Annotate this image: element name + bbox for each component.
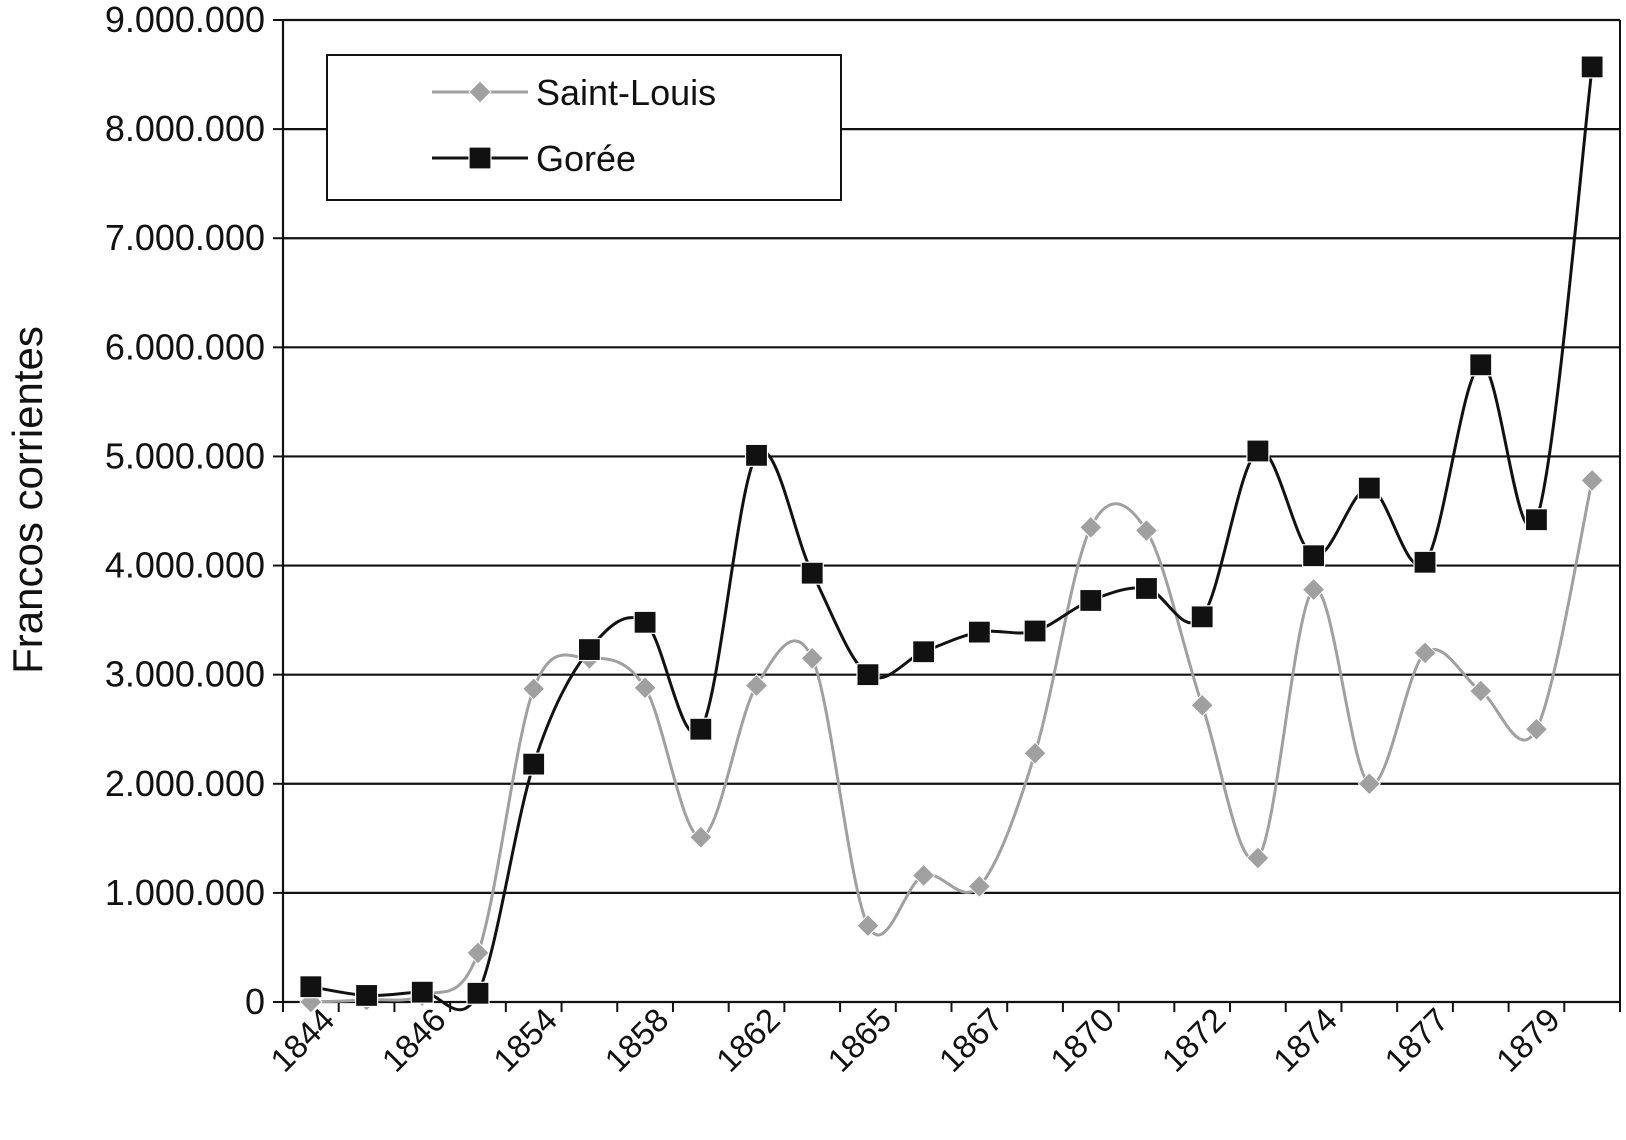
series-saint-louis (299, 468, 1604, 1014)
data-point (856, 663, 880, 687)
x-tick-label: 1858 (597, 1001, 675, 1079)
data-point (744, 443, 769, 467)
data-point (1023, 619, 1047, 643)
legend-label: Gorée (536, 138, 636, 179)
data-point (1524, 717, 1549, 741)
data-point (1134, 518, 1159, 543)
data-point (1469, 679, 1493, 703)
x-tick-label: 1865 (820, 1001, 898, 1079)
legend-label: Saint-Louis (536, 72, 716, 113)
data-point (633, 676, 657, 700)
data-point (1524, 508, 1549, 532)
y-tick-label: 0 (245, 981, 265, 1022)
x-tick-label: 1846 (375, 1001, 453, 1079)
series-line (310, 480, 1594, 1004)
data-point (856, 913, 880, 938)
x-tick-label: 1867 (932, 1001, 1010, 1079)
y-tick-label: 9.000.000 (105, 0, 265, 40)
y-tick-label: 7.000.000 (105, 217, 265, 258)
y-tick-label: 3.000.000 (105, 654, 265, 695)
data-point (1301, 577, 1326, 602)
data-point (967, 620, 991, 644)
data-point (689, 717, 713, 741)
data-point (1190, 693, 1214, 717)
data-point (911, 863, 936, 888)
series (299, 55, 1604, 1014)
data-point (410, 980, 434, 1004)
data-point (1079, 588, 1103, 613)
y-tick-label: 6.000.000 (105, 326, 265, 367)
series-goree (299, 55, 1604, 1012)
legend-marker (468, 146, 492, 170)
y-tick-label: 8.000.000 (105, 108, 265, 149)
data-point (299, 975, 323, 999)
data-point (1023, 741, 1047, 765)
data-point (1580, 55, 1604, 79)
data-point (633, 610, 657, 634)
legend-marker (468, 80, 492, 104)
x-tick-label: 1872 (1155, 1001, 1233, 1079)
data-point (1134, 576, 1159, 601)
data-point (744, 673, 769, 698)
data-point (1246, 846, 1270, 870)
data-point (1190, 605, 1214, 629)
x-tick-label: 1844 (263, 1001, 341, 1079)
axes (281, 20, 1621, 1012)
y-tick-label: 4.000.000 (105, 545, 265, 586)
data-point (1302, 544, 1326, 568)
data-point (1246, 439, 1270, 463)
x-tick-label: 1879 (1489, 1001, 1567, 1079)
x-tick-label: 1874 (1266, 1001, 1344, 1079)
y-tick-label: 2.000.000 (105, 763, 265, 804)
data-point (521, 677, 546, 701)
legend-item: Gorée (432, 138, 636, 179)
data-point (466, 981, 490, 1005)
data-point (1413, 641, 1437, 665)
data-point (1357, 772, 1382, 796)
data-point (1580, 468, 1604, 493)
data-point (1357, 476, 1381, 500)
data-point (1413, 550, 1437, 574)
data-point (1079, 515, 1103, 540)
y-tick-label: 1.000.000 (105, 872, 265, 913)
legend: Saint-Louis Gorée (326, 54, 842, 201)
data-point (1469, 353, 1493, 377)
y-tick-label: 5.000.000 (105, 435, 265, 476)
data-point (967, 874, 992, 899)
x-tick-labels: 1844 1846 1854 1858 1862 1865 1867 1870 1872 1874… (263, 1001, 1567, 1079)
data-point (354, 983, 379, 1008)
legend-item: Saint-Louis (432, 72, 716, 113)
data-point (912, 640, 936, 664)
y-tick-labels: 0 1.000.000 2.000.000 3.000.000 4.000.000 5.0… (105, 0, 265, 1022)
data-point (800, 561, 824, 585)
x-tick-label: 1870 (1043, 1001, 1121, 1079)
data-point (800, 646, 824, 671)
legend-box (326, 54, 842, 201)
data-point (689, 825, 713, 849)
data-point (577, 637, 601, 662)
x-tick-label: 1877 (1377, 1001, 1455, 1079)
series-line (310, 66, 1594, 1012)
data-point (522, 752, 546, 776)
x-tick-label: 1862 (709, 1001, 787, 1079)
y-axis-label: Francos corrientes (4, 326, 51, 674)
x-tick-label: 1854 (486, 1001, 564, 1079)
data-point (466, 941, 490, 965)
